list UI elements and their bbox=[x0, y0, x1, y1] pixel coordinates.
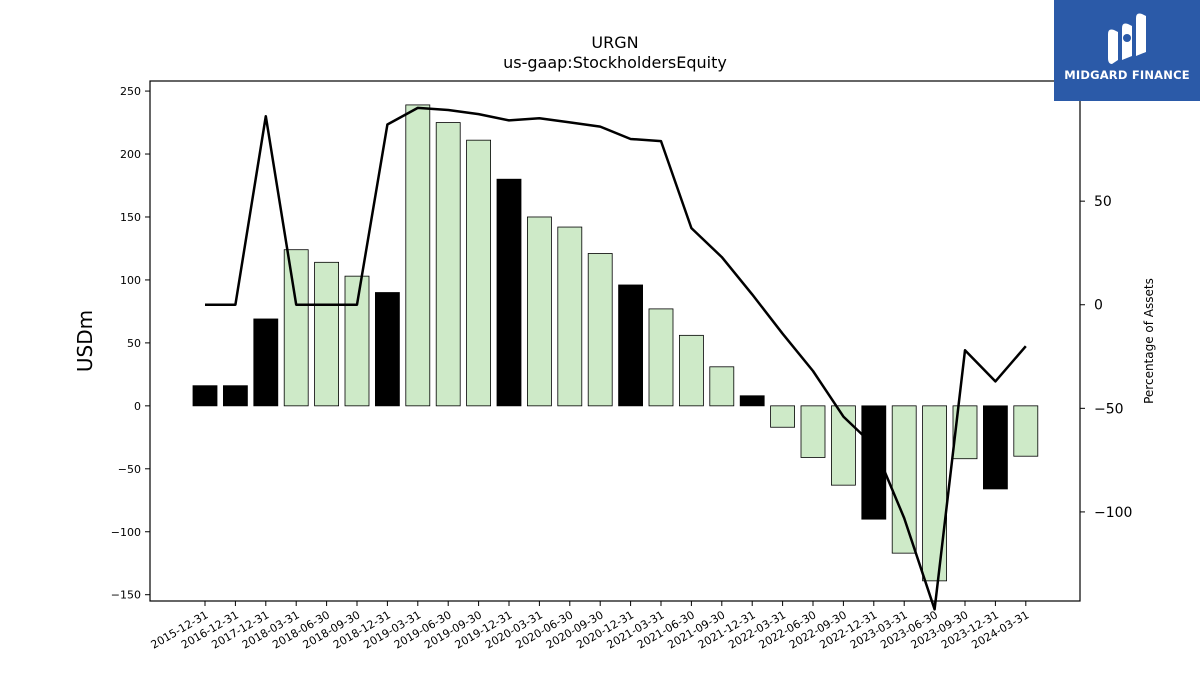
bar-2023-12-31 bbox=[983, 405, 1008, 490]
bar-2019-03-31 bbox=[405, 104, 431, 407]
bar-2017-12-31 bbox=[253, 318, 279, 407]
logo-text: MIDGARD FINANCE bbox=[1064, 68, 1190, 82]
midgard-finance-logo: MIDGARD FINANCE bbox=[1054, 0, 1200, 101]
bar-2020-06-30 bbox=[557, 226, 583, 407]
bar-2019-06-30 bbox=[435, 122, 461, 407]
y-tick-label: 250 bbox=[120, 85, 141, 98]
chart-subtitle: us-gaap:StockholdersEquity bbox=[503, 53, 727, 72]
bar-2019-09-30 bbox=[466, 139, 492, 407]
y2-tick-label: −100 bbox=[1094, 505, 1132, 521]
plot-frame bbox=[149, 80, 1081, 602]
y-tick-label: −100 bbox=[111, 526, 141, 539]
bar-2018-06-30 bbox=[314, 261, 340, 407]
bar-2024-03-31 bbox=[1013, 405, 1039, 457]
y2-tick-label: 0 bbox=[1094, 298, 1103, 314]
bar-2023-06-30 bbox=[922, 405, 947, 582]
chart-title: URGN bbox=[591, 33, 638, 52]
bar-2021-06-30 bbox=[679, 334, 704, 407]
series-line-percentage-of-assets bbox=[205, 106, 1027, 611]
logo-mark-icon bbox=[1108, 13, 1146, 64]
y-tick-label: −50 bbox=[118, 463, 141, 476]
y-tick-label: 200 bbox=[120, 148, 141, 161]
bar-2018-09-30 bbox=[344, 275, 370, 407]
y-tick-label: 0 bbox=[134, 400, 141, 413]
bar-2021-03-31 bbox=[648, 308, 674, 407]
y2-tick-label: −50 bbox=[1094, 401, 1124, 417]
bar-2020-03-31 bbox=[527, 216, 552, 407]
bar-2016-12-31 bbox=[222, 385, 248, 407]
bar-2018-12-31 bbox=[374, 292, 400, 407]
bar-2023-03-31 bbox=[891, 405, 917, 554]
bar-2022-06-30 bbox=[800, 405, 826, 458]
bar-2015-12-31 bbox=[192, 385, 218, 407]
bar-2022-09-30 bbox=[831, 405, 856, 486]
bar-2020-09-30 bbox=[587, 253, 613, 407]
y2-tick-label: 50 bbox=[1094, 194, 1112, 210]
y2-axis-label: Percentage of Assets bbox=[1142, 278, 1156, 404]
bar-2021-09-30 bbox=[709, 366, 735, 407]
y-axis-label: USDm bbox=[73, 310, 97, 372]
bar-2018-03-31 bbox=[283, 249, 309, 407]
bar-2019-12-31 bbox=[496, 178, 522, 407]
bar-2020-12-31 bbox=[618, 284, 643, 407]
y-tick-label: 100 bbox=[120, 274, 141, 287]
y-tick-label: −150 bbox=[111, 589, 141, 602]
bar-2021-12-31 bbox=[739, 395, 765, 407]
y-tick-label: 150 bbox=[120, 211, 141, 224]
y-tick-label: 50 bbox=[127, 337, 141, 350]
bar-2022-03-31 bbox=[770, 405, 795, 428]
